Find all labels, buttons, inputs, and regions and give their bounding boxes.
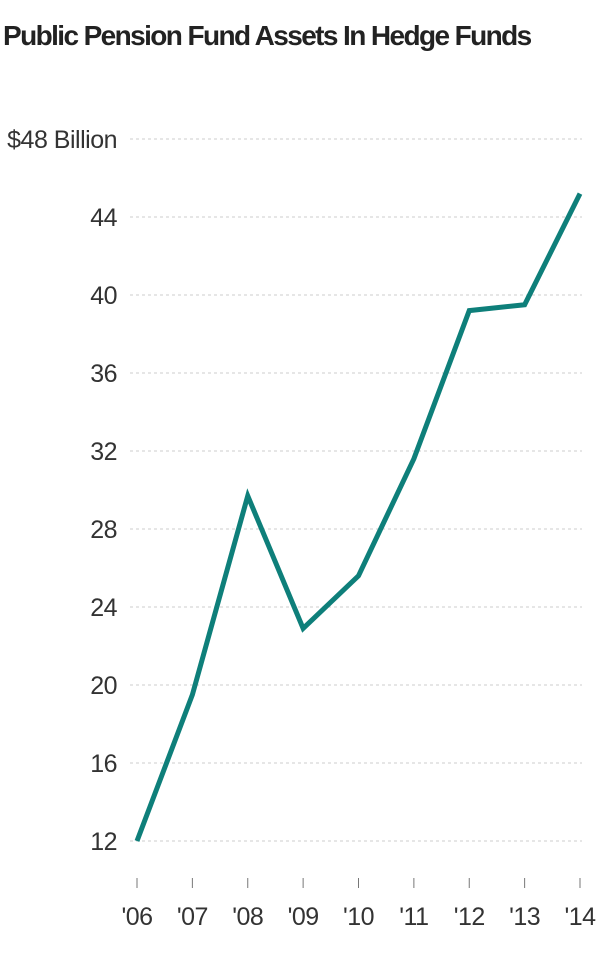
- x-tick-label: '11: [399, 903, 428, 931]
- x-tick-label: '13: [509, 903, 540, 931]
- x-tick-label: '07: [177, 903, 208, 931]
- x-tick-label: '08: [232, 903, 263, 931]
- y-tick-label: 24: [90, 594, 117, 622]
- y-axis: 12 16 20 24 28 32 36 40 44 $48 Billion: [7, 126, 118, 856]
- series-layer: [134, 192, 583, 842]
- x-tick-label: '06: [121, 903, 152, 931]
- y-tick-label: 12: [90, 828, 117, 856]
- y-tick-label: 44: [90, 204, 117, 232]
- y-tick-label: 20: [90, 672, 117, 700]
- y-tick-label: 40: [90, 282, 117, 310]
- x-tick-label: '14: [564, 903, 596, 931]
- x-tick-label: '09: [288, 903, 319, 931]
- y-tick-label: 16: [90, 750, 117, 778]
- y-tick-label: 36: [90, 360, 117, 388]
- chart-title: Public Pension Fund Assets In Hedge Fund…: [3, 20, 532, 51]
- y-tick-label: 28: [90, 516, 117, 544]
- y-tick-label: 32: [90, 438, 117, 466]
- series-line: [134, 192, 583, 842]
- x-tick-label: '12: [454, 903, 485, 931]
- y-tick-label: $48 Billion: [7, 126, 117, 154]
- grid-lines: [130, 138, 582, 842]
- x-axis: '06 '07 '08 '09 '10 '11 '12 '13 '14: [121, 878, 597, 931]
- x-tick-label: '10: [343, 903, 374, 931]
